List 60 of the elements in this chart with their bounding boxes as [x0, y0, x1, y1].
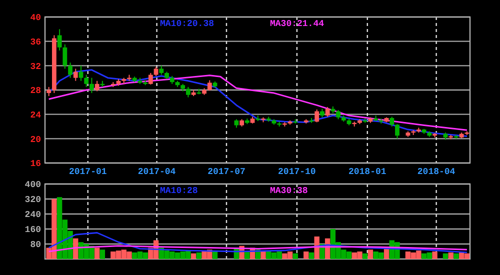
line-series — [48, 69, 468, 137]
x-tick-label: 2017-07 — [208, 167, 246, 177]
x-tick-label: 2017-04 — [138, 167, 176, 177]
candlestick — [159, 65, 164, 76]
bar — [454, 253, 459, 259]
bar — [196, 252, 202, 259]
candlestick — [90, 77, 94, 94]
bar — [432, 252, 438, 259]
y-tick-label: 40 — [30, 13, 41, 24]
y-tick-label: 160 — [24, 225, 41, 236]
y-tick-label: 16 — [30, 159, 41, 170]
candlestick — [84, 74, 89, 88]
bar — [368, 250, 374, 259]
line-series — [48, 232, 468, 254]
bar — [362, 253, 368, 259]
x-tick-label: 2018-04 — [417, 167, 456, 177]
candlestick — [62, 44, 68, 70]
x-tick-label: 2018-01 — [348, 167, 387, 177]
y-tick-label: 36 — [30, 37, 41, 48]
bar — [190, 253, 196, 259]
y-tick-label: 320 — [24, 195, 41, 206]
candlestick — [207, 80, 212, 92]
bar — [314, 236, 320, 259]
candlestick — [325, 106, 330, 118]
text: MA30:38 — [270, 186, 308, 196]
candlestick — [78, 65, 84, 82]
x-tick-label: 2017-10 — [278, 167, 316, 177]
text: MA30:21.44 — [270, 19, 325, 29]
x-tick-label: 2017-01 — [68, 167, 108, 177]
line-series — [48, 74, 468, 131]
y-tick-label: 400 — [24, 180, 41, 190]
y-tick-label: 20 — [30, 134, 41, 145]
bar — [292, 253, 298, 259]
candlestick — [395, 124, 400, 140]
candlestick — [68, 62, 72, 78]
bar — [448, 252, 454, 259]
bar — [308, 252, 314, 259]
candlestick — [73, 68, 78, 82]
candlestick — [148, 72, 153, 86]
y-tick-label: 240 — [24, 210, 41, 220]
bar — [94, 248, 100, 259]
candlestick — [94, 80, 100, 92]
text: MA10:28 — [160, 186, 198, 196]
candlestick — [336, 110, 340, 120]
candlestick — [46, 86, 52, 97]
text: MA10:20.38 — [160, 19, 214, 29]
bar — [212, 252, 218, 259]
y-tick-label: 28 — [30, 86, 41, 96]
bar — [304, 252, 309, 259]
bar — [244, 252, 250, 259]
candlestick — [186, 86, 190, 98]
y-tick-label: 24 — [30, 110, 42, 120]
candlestick — [314, 108, 320, 123]
y-tick-label: 32 — [30, 62, 41, 72]
candlestick — [390, 116, 394, 127]
bar — [100, 250, 106, 259]
bar — [442, 253, 448, 259]
candlestick — [154, 66, 158, 77]
y-tick-label: 80 — [30, 240, 41, 250]
candlestick — [57, 28, 62, 51]
